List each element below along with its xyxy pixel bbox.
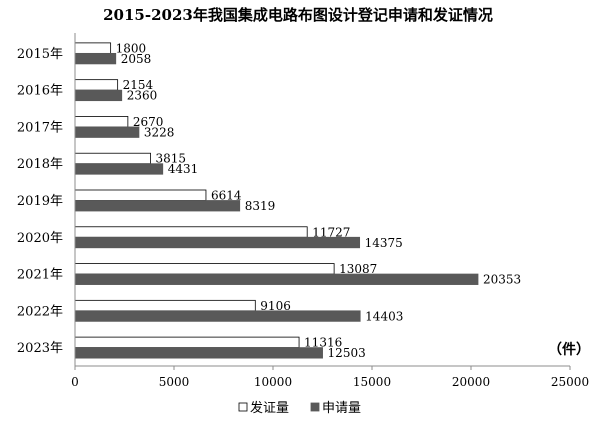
bar-issued xyxy=(74,116,129,128)
legend-swatch xyxy=(310,402,320,412)
x-axis: 0 5000 10000 15000 20000 25000 xyxy=(71,33,589,389)
bar-applied xyxy=(74,52,117,65)
data-label-applied: 14375 xyxy=(365,236,403,250)
bar-issued xyxy=(74,336,300,349)
category-labels: 2015年 2016年 2017年 2018年 2019年 2020年 2021年 2022年… xyxy=(17,47,63,356)
category-label: 2015年 xyxy=(17,47,63,62)
category-label: 2017年 xyxy=(17,120,63,135)
data-label-applied: 2058 xyxy=(121,52,152,66)
data-label-issued: 1800 xyxy=(116,41,147,55)
legend-label: 申请量 xyxy=(322,401,361,416)
data-label-issued: 2670 xyxy=(133,115,164,129)
bar-applied xyxy=(74,273,479,285)
data-label-applied: 12503 xyxy=(328,346,366,360)
chart-title: 2015-2023年我国集成电路布图设计登记申请和发证情况 xyxy=(103,6,493,24)
legend: 发证量 申请量 xyxy=(238,400,361,416)
x-tick-label: 5000 xyxy=(159,375,190,389)
bar-issued xyxy=(74,152,151,165)
data-label-issued: 6614 xyxy=(211,189,242,203)
data-label-applied: 14403 xyxy=(365,309,403,323)
bars-group xyxy=(74,42,479,359)
legend-label: 发证量 xyxy=(250,400,289,416)
data-label-issued: 11727 xyxy=(312,225,350,239)
bar-applied xyxy=(74,89,123,102)
x-tick-label: 0 xyxy=(71,375,79,389)
category-label: 2020年 xyxy=(17,231,63,246)
data-label-applied: 20353 xyxy=(483,273,521,287)
unit-label: （件） xyxy=(548,341,590,358)
category-label: 2021年 xyxy=(17,268,63,283)
data-label-applied: 8319 xyxy=(245,199,276,213)
bar-issued xyxy=(74,299,256,312)
data-label-applied: 3228 xyxy=(144,125,175,139)
bar-issued xyxy=(74,263,335,275)
bar-issued xyxy=(74,189,207,201)
data-label-issued: 3815 xyxy=(156,152,187,166)
x-tick-label: 20000 xyxy=(452,375,490,389)
category-label: 2023年 xyxy=(17,341,63,356)
bar-issued xyxy=(74,42,112,54)
data-label-issued: 9106 xyxy=(260,299,291,313)
legend-swatch xyxy=(238,402,248,412)
x-tick-label: 25000 xyxy=(551,375,589,389)
category-label: 2022年 xyxy=(17,304,63,319)
data-label-applied: 2360 xyxy=(127,89,158,103)
bar-applied xyxy=(74,310,361,322)
category-label: 2019年 xyxy=(17,194,63,209)
data-label-applied: 4431 xyxy=(168,162,199,176)
category-label: 2018年 xyxy=(17,157,63,172)
bar-issued xyxy=(74,226,308,238)
x-tick-label: 15000 xyxy=(353,375,391,389)
data-label-issued: 13087 xyxy=(339,262,377,276)
bar-applied xyxy=(74,163,164,175)
bar-issued xyxy=(74,79,119,91)
bar-applied xyxy=(74,347,323,359)
data-label-issued: 2154 xyxy=(123,78,154,92)
bar-applied xyxy=(74,126,140,138)
x-tick-label: 10000 xyxy=(254,375,292,389)
data-label-issued: 11316 xyxy=(304,336,342,350)
category-label: 2016年 xyxy=(17,84,63,99)
